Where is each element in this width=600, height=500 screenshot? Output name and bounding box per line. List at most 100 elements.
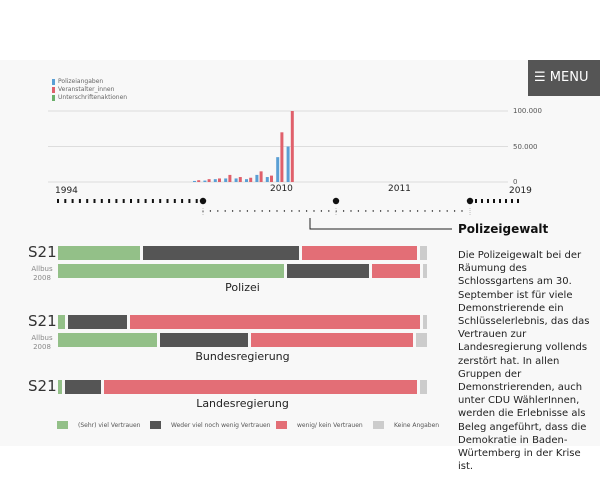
bar-segment[interactable] xyxy=(58,246,140,260)
timeline-tick xyxy=(137,199,140,203)
bar-segment[interactable] xyxy=(142,246,299,260)
s21-label: S21 xyxy=(28,377,57,395)
bar-veranstalter xyxy=(218,178,221,182)
timeline-tick xyxy=(487,199,489,203)
bar-segment[interactable] xyxy=(287,264,370,278)
legend-viel: (Sehr) viel Vertrauen xyxy=(57,421,140,429)
bar-veranstalter xyxy=(280,132,284,182)
s21-bar xyxy=(58,315,427,329)
timeline-marker xyxy=(466,197,474,205)
allbus-year: 2008 xyxy=(33,343,51,351)
bar-chart xyxy=(48,110,519,230)
menu-button[interactable]: ☰ MENU xyxy=(528,60,600,96)
timeline-subtick xyxy=(439,210,441,212)
timeline-tick xyxy=(159,199,162,203)
timeline-subtick xyxy=(231,210,234,212)
timeline-subtick xyxy=(261,210,263,212)
y-tick-50000: 50.000 xyxy=(513,143,538,151)
timeline-subtick xyxy=(328,210,330,212)
group-caption: Bundesregierung xyxy=(195,350,290,363)
bar-segment[interactable] xyxy=(58,380,62,394)
timeline-tick xyxy=(108,199,111,203)
year-2019[interactable]: 2019 xyxy=(509,186,532,196)
legend-wenig: wenig/ kein Vertrauen xyxy=(276,421,363,429)
timeline-subtick xyxy=(365,210,367,212)
timeline-tick xyxy=(71,199,74,203)
bar-segment[interactable] xyxy=(58,333,158,347)
bar-segment[interactable] xyxy=(372,264,421,278)
allbus-bar xyxy=(58,333,427,347)
timeline-subtick xyxy=(217,210,219,212)
timeline-subtick xyxy=(461,210,463,212)
timeline-subtick xyxy=(387,210,389,212)
timeline-subtick xyxy=(276,210,278,212)
bar-segment[interactable] xyxy=(130,315,421,329)
group-caption: Polizei xyxy=(225,281,260,294)
timeline-subtick xyxy=(416,210,419,212)
timeline-tick xyxy=(499,199,501,203)
hamburger-icon: ☰ xyxy=(534,70,546,85)
timeline-subtick xyxy=(291,210,293,212)
timeline-tick xyxy=(151,199,154,203)
bar-segment[interactable] xyxy=(419,380,427,394)
allbus-label: Allbus 2008 xyxy=(28,334,56,352)
timeline-subtick xyxy=(209,210,212,212)
timeline-subtick xyxy=(313,210,315,212)
timeline-subtick xyxy=(453,210,456,212)
bar-polizei xyxy=(224,178,228,182)
allbus-text: Allbus xyxy=(31,334,53,342)
timeline-tick xyxy=(505,199,507,203)
legend-weder: Weder viel noch wenig Vertrauen xyxy=(150,421,271,429)
s21-label: S21 xyxy=(28,312,57,330)
timeline-tick xyxy=(475,199,477,203)
bar-polizei xyxy=(276,157,280,182)
bar-segment[interactable] xyxy=(58,315,66,329)
timeline-tick xyxy=(86,199,89,203)
timeline-tick xyxy=(511,199,513,203)
bar-segment[interactable] xyxy=(419,246,427,260)
timeline-tick xyxy=(93,199,96,203)
bar-segment[interactable] xyxy=(301,246,417,260)
bar-polizei xyxy=(245,179,248,182)
bar-polizei xyxy=(213,179,217,182)
bar-polizei xyxy=(193,180,196,182)
timeline-tick xyxy=(144,199,147,203)
bar-polizei xyxy=(234,178,238,182)
bar-veranstalter xyxy=(270,175,273,182)
timeline-subtick xyxy=(283,210,286,212)
legend-veranstalter: Veranstalter_innen xyxy=(52,86,114,93)
timeline-tick xyxy=(166,199,169,203)
group-caption: Landesregierung xyxy=(196,397,289,410)
bar-segment[interactable] xyxy=(423,264,427,278)
bar-veranstalter xyxy=(259,171,263,182)
bar-segment[interactable] xyxy=(251,333,413,347)
legend-unterschriften: Unterschriftenaktionen xyxy=(52,94,127,101)
timeline-subtick xyxy=(431,210,434,212)
bar-segment[interactable] xyxy=(160,333,249,347)
year-1994[interactable]: 1994 xyxy=(55,186,78,196)
bar-segment[interactable] xyxy=(104,380,417,394)
year-2010[interactable]: 2010 xyxy=(270,184,293,194)
timeline-subtick xyxy=(357,210,360,212)
timeline-subtick xyxy=(239,210,241,212)
timeline-subtick xyxy=(372,210,374,212)
bar-polizei xyxy=(255,174,259,182)
bar-segment[interactable] xyxy=(415,333,427,347)
topic-title: Polizeigewalt xyxy=(458,222,549,236)
bar-segment[interactable] xyxy=(68,315,128,329)
timeline-subtick xyxy=(298,210,300,212)
timeline-tick xyxy=(481,199,483,203)
timeline-tick xyxy=(64,199,67,203)
timeline-tick xyxy=(100,199,103,203)
bar-polizei xyxy=(265,177,269,182)
timeline-tick xyxy=(57,199,59,203)
timeline-tick xyxy=(122,199,125,203)
year-2011[interactable]: 2011 xyxy=(388,184,411,194)
y-tick-0: 0 xyxy=(513,178,518,186)
bar-segment[interactable] xyxy=(423,315,427,329)
timeline-tick xyxy=(188,199,191,203)
bar-segment[interactable] xyxy=(64,380,102,394)
bar-veranstalter xyxy=(249,177,253,182)
bar-veranstalter xyxy=(197,180,201,182)
bar-segment[interactable] xyxy=(58,264,285,278)
